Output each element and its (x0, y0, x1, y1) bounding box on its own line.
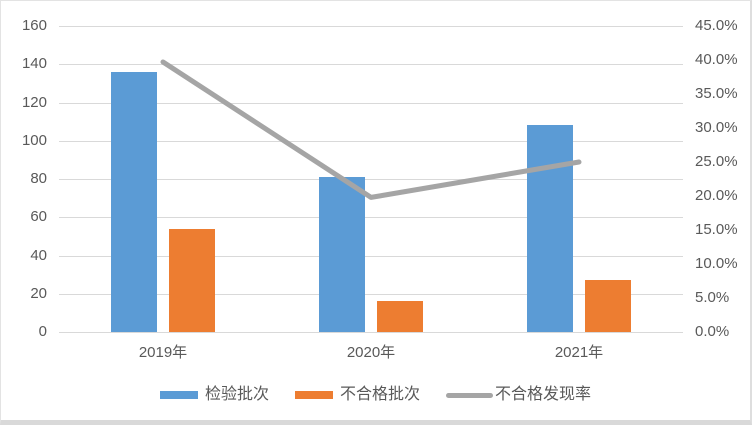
gridline (59, 179, 683, 180)
gridline (59, 141, 683, 142)
x-axis-category-label: 2020年 (346, 344, 396, 361)
gridline (59, 64, 683, 65)
bar-检验批次 (319, 177, 365, 332)
gridline (59, 26, 683, 27)
right-axis-tick-label: 35.0% (695, 85, 738, 102)
gridline (59, 217, 683, 218)
blue-bar-swatch-icon (159, 391, 198, 399)
legend-label: 检验批次 (204, 386, 269, 403)
right-axis-tick-label: 40.0% (695, 51, 738, 68)
gridline (59, 256, 683, 257)
left-axis-tick-label: 120 (21, 93, 47, 111)
left-axis-tick-label: 140 (21, 55, 47, 73)
gray-line-swatch-icon (446, 392, 493, 398)
bar-检验批次 (111, 72, 157, 332)
bar-不合格批次 (377, 301, 423, 332)
gridline (59, 294, 683, 295)
rate-line-layer (160, 59, 582, 200)
rate-line (160, 59, 582, 200)
right-axis-tick-label: 5.0% (695, 289, 730, 306)
right-axis-tick-label: 30.0% (695, 119, 738, 136)
gridline (59, 103, 683, 104)
x-axis-category-label: 2021年 (554, 344, 604, 361)
right-axis-tick-label: 25.0% (695, 153, 738, 170)
bar-检验批次 (527, 125, 573, 332)
left-axis-tick-label: 20 (30, 284, 47, 302)
legend-item-failed-batches: 不合格批次 (294, 385, 420, 405)
legend: 检验批次 不合格批次 不合格发现率 (1, 385, 750, 405)
left-axis-tick-label: 60 (30, 208, 47, 226)
right-axis-tick-label: 20.0% (695, 187, 738, 204)
legend-item-inspection-batches: 检验批次 (159, 385, 269, 405)
right-axis-tick-label: 45.0% (695, 17, 738, 34)
bar-不合格批次 (585, 280, 631, 332)
right-axis-tick-label: 10.0% (695, 255, 738, 272)
bar-不合格批次 (169, 229, 215, 332)
left-axis-tick-label: 40 (30, 246, 47, 264)
right-axis-tick-label: 0.0% (695, 323, 730, 340)
x-axis-category-label: 2019年 (138, 344, 188, 361)
legend-label: 不合格批次 (339, 386, 420, 403)
left-axis-tick-label: 160 (21, 17, 47, 34)
gridline (59, 332, 683, 333)
left-axis-tick-label: 0 (38, 323, 47, 340)
right-axis-tick-label: 15.0% (695, 221, 738, 238)
left-axis-tick-label: 100 (21, 131, 47, 149)
legend-item-failure-rate: 不合格发现率 (446, 385, 591, 405)
plot-area (59, 26, 683, 333)
legend-label: 不合格发现率 (495, 386, 592, 403)
orange-bar-swatch-icon (294, 391, 333, 399)
left-axis-tick-label: 80 (30, 170, 47, 187)
